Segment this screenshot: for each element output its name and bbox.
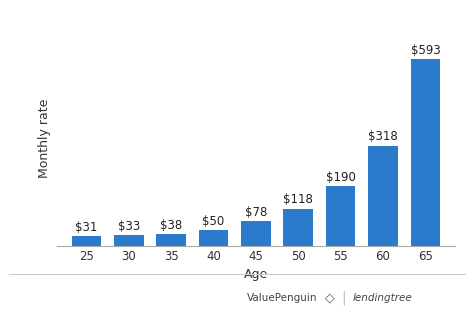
Bar bbox=[410, 59, 440, 246]
Bar bbox=[326, 186, 356, 246]
Text: lendingtree: lendingtree bbox=[353, 293, 413, 303]
Text: $318: $318 bbox=[368, 130, 398, 143]
Bar bbox=[72, 236, 101, 246]
Text: |: | bbox=[341, 290, 346, 305]
Text: ValuePenguin: ValuePenguin bbox=[246, 293, 317, 303]
Bar bbox=[368, 146, 398, 246]
Bar bbox=[241, 221, 271, 246]
Bar bbox=[283, 209, 313, 246]
Text: $31: $31 bbox=[75, 221, 98, 234]
Text: $593: $593 bbox=[410, 44, 440, 57]
Bar bbox=[199, 230, 228, 246]
Text: $38: $38 bbox=[160, 219, 182, 232]
Bar bbox=[156, 234, 186, 246]
Text: $118: $118 bbox=[283, 193, 313, 206]
Text: $78: $78 bbox=[245, 206, 267, 219]
X-axis label: Age: Age bbox=[244, 268, 268, 281]
Text: ◇: ◇ bbox=[325, 291, 334, 304]
Text: $33: $33 bbox=[118, 220, 140, 233]
Y-axis label: Monthly rate: Monthly rate bbox=[38, 99, 51, 178]
Text: $50: $50 bbox=[202, 215, 225, 228]
Bar bbox=[114, 235, 144, 246]
Text: $190: $190 bbox=[326, 171, 356, 184]
